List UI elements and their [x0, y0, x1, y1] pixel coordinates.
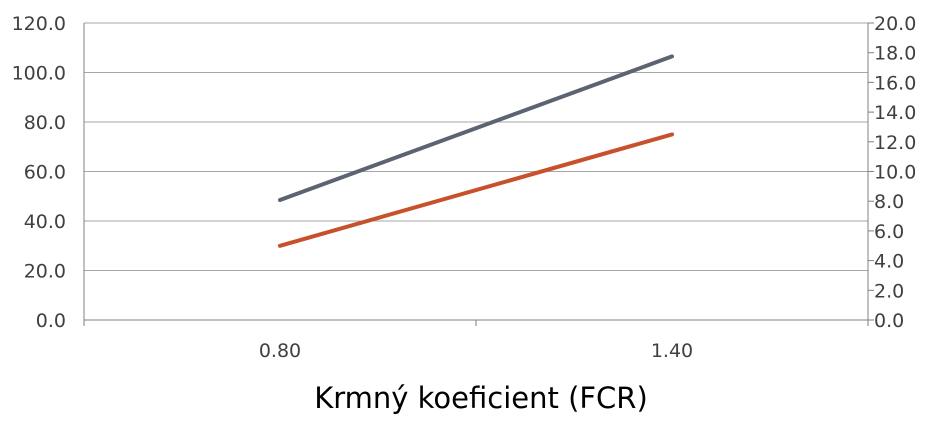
- right-y-axis-ticks: 0.0 2.0 4.0 6.0 8.0 10.0 12.0 14.0 16.0 18.0 20.0: [868, 13, 916, 332]
- left-y-tick-label: 20.0: [24, 261, 66, 283]
- series-lines: [278, 54, 674, 248]
- right-y-tick-label: 4.0: [874, 251, 904, 273]
- right-y-tick-label: 16.0: [874, 72, 916, 94]
- x-tick-label: 1.40: [651, 340, 693, 362]
- left-y-tick-label: 0.0: [36, 310, 66, 332]
- x-axis-ticks: 0.80 1.40: [83, 320, 869, 362]
- right-y-tick-label: 6.0: [874, 221, 904, 243]
- left-y-tick-label: 120.0: [12, 13, 66, 35]
- right-y-tick-label: 12.0: [874, 132, 916, 154]
- right-y-tick-label: 14.0: [874, 102, 916, 124]
- right-y-tick-label: 18.0: [874, 43, 916, 65]
- left-y-tick-label: 100.0: [12, 63, 66, 85]
- right-y-tick-label: 2.0: [874, 280, 904, 302]
- series-line-1: [278, 54, 674, 202]
- left-y-tick-label: 60.0: [24, 162, 66, 184]
- left-y-tick-label: 40.0: [24, 211, 66, 233]
- right-y-tick-label: 20.0: [874, 13, 916, 35]
- x-axis-title: Krmný koeficient (FCR): [314, 381, 648, 415]
- left-y-axis-ticks: 0.0 20.0 40.0 60.0 80.0 100.0 120.0: [12, 13, 66, 332]
- left-y-tick-label: 80.0: [24, 112, 66, 134]
- right-y-tick-label: 0.0: [874, 310, 904, 332]
- series-line-2: [278, 132, 674, 248]
- gridlines: [84, 22, 868, 271]
- right-y-tick-label: 8.0: [874, 191, 904, 213]
- right-y-tick-label: 10.0: [874, 162, 916, 184]
- x-tick-label: 0.80: [259, 340, 301, 362]
